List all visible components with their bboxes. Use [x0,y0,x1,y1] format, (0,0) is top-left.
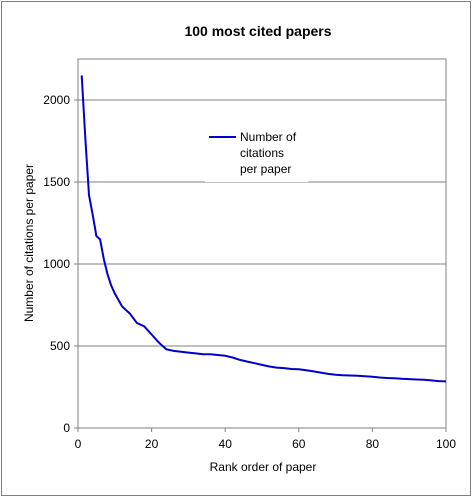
x-tick-label-80: 80 [366,437,380,451]
x-tick-label-20: 20 [145,437,159,451]
y-tick-label-1000: 1000 [43,257,70,271]
x-tick-label-100: 100 [436,437,456,451]
y-tick-label-2000: 2000 [43,93,70,107]
y-tick-label-1500: 1500 [43,175,70,189]
legend-label-line-3: per paper [240,162,291,176]
y-axis-label: Number of citations per paper [22,164,36,322]
x-axis: 0 20 40 60 80 100 [75,428,456,451]
x-tick-label-40: 40 [219,437,233,451]
citations-series-line [80,75,447,383]
x-tick-label-60: 60 [292,437,306,451]
legend-label-line-1: Number of [240,130,297,144]
legend: Number of citations per paper [205,126,308,182]
y-tick-label-0: 0 [63,421,70,435]
chart-title: 100 most cited papers [184,23,331,39]
plot-area [77,58,447,429]
y-axis: 0 500 1000 1500 2000 [43,93,78,435]
legend-label: Number of citations per paper [240,130,299,176]
legend-label-line-2: citations [240,146,284,160]
x-tick-label-0: 0 [75,437,82,451]
y-tick-label-500: 500 [50,339,70,353]
x-axis-label: Rank order of paper [210,460,317,474]
legend-box [205,126,308,182]
